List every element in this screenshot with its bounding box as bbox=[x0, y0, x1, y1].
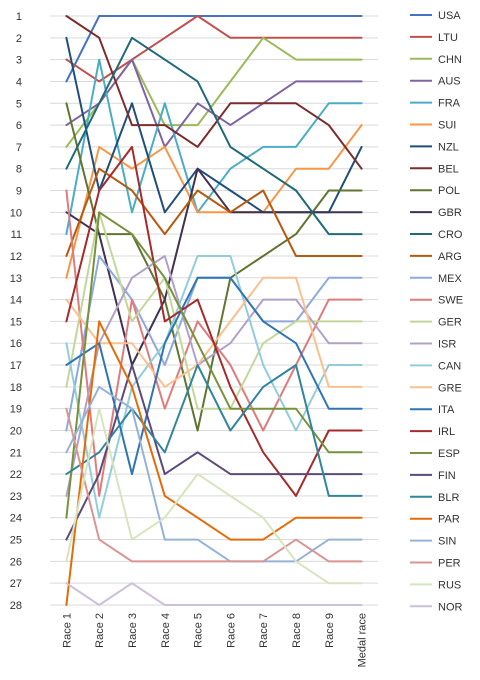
legend-label: RUS bbox=[438, 579, 461, 591]
series-line-arg bbox=[65, 167, 363, 257]
y-tick-label: 22 bbox=[10, 469, 22, 481]
legend-label: SIN bbox=[438, 536, 456, 548]
x-tick-label: Race 9 bbox=[324, 613, 336, 648]
x-tick-label: Race 1 bbox=[61, 613, 73, 648]
y-tick-label: 21 bbox=[10, 447, 22, 459]
y-tick-label: 24 bbox=[10, 513, 22, 525]
legend-label: POL bbox=[438, 185, 460, 197]
legend: USA LTU CHN AUS FRA SUI NZL BEL POL GBR CRO ARG MEX S… bbox=[410, 10, 463, 613]
legend-label: IRL bbox=[438, 426, 455, 438]
series-line-isr bbox=[65, 255, 363, 497]
legend-label: PAR bbox=[438, 514, 460, 526]
legend-label: GBR bbox=[438, 207, 462, 219]
y-tick-label: 6 bbox=[16, 120, 22, 132]
y-tick-label: 9 bbox=[16, 186, 22, 198]
y-tick-label: 14 bbox=[10, 295, 22, 307]
x-tick-label: Race 2 bbox=[94, 613, 106, 648]
series-line-usa bbox=[65, 15, 363, 83]
y-tick-label: 8 bbox=[16, 164, 22, 176]
x-tick-label: Race 3 bbox=[127, 613, 139, 648]
series-line-cro bbox=[65, 36, 363, 236]
legend-label: ARG bbox=[438, 251, 462, 263]
y-tick-label: 4 bbox=[16, 76, 22, 88]
legend-label: GER bbox=[438, 317, 462, 329]
legend-label: ISR bbox=[438, 339, 456, 351]
legend-label: BLR bbox=[438, 492, 459, 504]
series-line-irl bbox=[65, 145, 363, 497]
series-line-ger bbox=[65, 211, 363, 410]
x-tick-label: Race 8 bbox=[291, 613, 303, 648]
series-line-can bbox=[65, 255, 363, 519]
series-line-pol bbox=[65, 102, 363, 432]
legend-label: ESP bbox=[438, 448, 460, 460]
series-line-ita bbox=[65, 276, 363, 476]
legend-label: MEX bbox=[438, 273, 463, 285]
series-line-bel bbox=[65, 15, 363, 170]
legend-label: USA bbox=[438, 10, 461, 22]
series-line-chn bbox=[65, 36, 363, 148]
legend-label: CAN bbox=[438, 360, 461, 372]
x-tick-label: Race 7 bbox=[258, 613, 270, 648]
legend-label: BEL bbox=[438, 163, 459, 175]
legend-label: NOR bbox=[438, 601, 463, 613]
legend-label: ITA bbox=[438, 404, 455, 416]
y-tick-label: 3 bbox=[16, 55, 22, 67]
y-tick-label: 27 bbox=[10, 578, 22, 590]
legend-label: CRO bbox=[438, 229, 463, 241]
y-tick-label: 5 bbox=[16, 98, 22, 110]
legend-label: LTU bbox=[438, 32, 458, 44]
series-lines bbox=[65, 15, 363, 606]
series-line-per bbox=[65, 407, 363, 563]
series-line-par bbox=[65, 320, 363, 606]
y-tick-label: 20 bbox=[10, 425, 22, 437]
series-line-fin bbox=[65, 364, 363, 541]
legend-label: GRE bbox=[438, 382, 462, 394]
y-tick-label: 17 bbox=[10, 360, 22, 372]
x-tick-label: Race 4 bbox=[160, 613, 172, 648]
legend-label: SWE bbox=[438, 295, 463, 307]
legend-label: FIN bbox=[438, 470, 456, 482]
x-tick-label: Medal race bbox=[357, 613, 369, 667]
series-line-blr bbox=[65, 364, 363, 497]
y-tick-label: 12 bbox=[10, 251, 22, 263]
series-line-ltu bbox=[65, 15, 363, 83]
y-tick-label: 16 bbox=[10, 338, 22, 350]
y-tick-label: 25 bbox=[10, 535, 22, 547]
series-line-gbr bbox=[65, 167, 363, 366]
y-tick-label: 19 bbox=[10, 404, 22, 416]
y-tick-label: 18 bbox=[10, 382, 22, 394]
legend-label: SUI bbox=[438, 120, 456, 132]
y-tick-label: 1 bbox=[16, 11, 22, 23]
legend-label: NZL bbox=[438, 141, 459, 153]
legend-label: FRA bbox=[438, 98, 461, 110]
y-tick-label: 7 bbox=[16, 142, 22, 154]
y-tick-label: 11 bbox=[11, 229, 22, 241]
y-tick-label: 28 bbox=[10, 600, 22, 612]
y-tick-label: 15 bbox=[10, 316, 22, 328]
y-tick-label: 2 bbox=[16, 33, 22, 45]
y-tick-label: 23 bbox=[10, 491, 22, 503]
y-tick-label: 13 bbox=[10, 273, 22, 285]
y-axis: 1234567891011121314151617181920212223242… bbox=[10, 11, 22, 612]
legend-label: CHN bbox=[438, 54, 462, 66]
x-axis: Race 1 Race 2 Race 3 Race 4 Race 5 Race 6 Race… bbox=[61, 613, 368, 667]
series-line-nor bbox=[65, 582, 363, 606]
y-tick-label: 10 bbox=[10, 207, 22, 219]
x-tick-label: Race 6 bbox=[225, 613, 237, 648]
series-line-rus bbox=[65, 407, 363, 585]
legend-label: AUS bbox=[438, 76, 461, 88]
x-tick-label: Race 5 bbox=[193, 613, 205, 648]
series-line-sui bbox=[65, 124, 363, 279]
y-tick-label: 26 bbox=[10, 556, 22, 568]
legend-label: PER bbox=[438, 558, 461, 570]
